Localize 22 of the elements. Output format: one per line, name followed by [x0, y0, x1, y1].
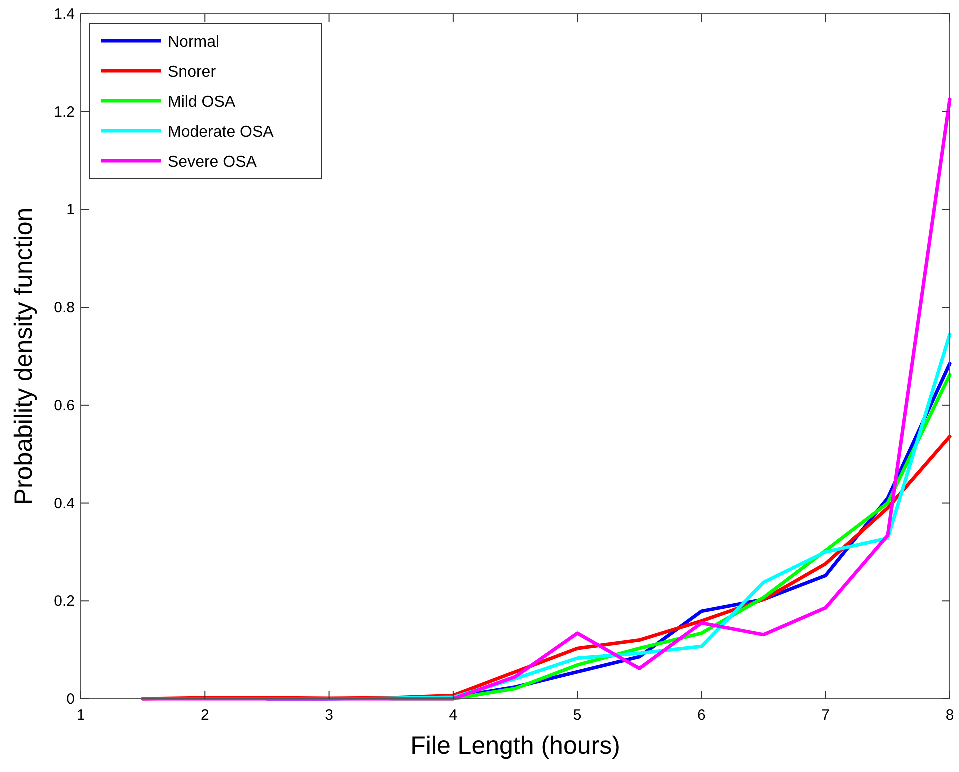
legend-label: Severe OSA: [168, 154, 258, 171]
y-tick-label: 0: [66, 691, 75, 708]
y-tick-label: 1.2: [54, 104, 75, 121]
legend-label: Normal: [168, 34, 220, 51]
legend-label: Snorer: [168, 64, 217, 81]
legend-label: Moderate OSA: [168, 124, 274, 141]
x-tick-label: 5: [573, 707, 582, 724]
x-tick-label: 4: [449, 707, 458, 724]
x-tick-label: 2: [200, 707, 210, 724]
y-tick-label: 0.4: [54, 495, 75, 512]
y-axis-title: Probability density function: [10, 208, 38, 506]
y-tick-label: 0.2: [54, 593, 75, 610]
y-tick-label: 0.8: [54, 300, 75, 317]
x-axis-title: File Length (hours): [410, 732, 620, 760]
x-tick-label: 3: [325, 707, 334, 724]
x-tick-label: 8: [946, 707, 954, 724]
x-tick-label: 6: [698, 707, 706, 724]
legend-label: Mild OSA: [168, 94, 236, 111]
y-tick-label: 1: [66, 202, 75, 219]
x-tick-label: 7: [822, 707, 830, 724]
y-tick-label: 0.6: [54, 397, 75, 414]
y-tick-label: 1.4: [54, 6, 75, 23]
